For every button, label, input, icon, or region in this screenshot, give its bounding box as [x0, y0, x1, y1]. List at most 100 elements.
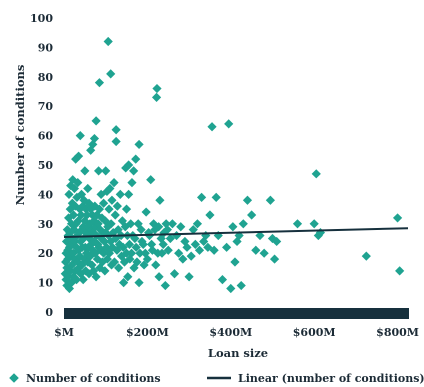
y-tick-label: 70 [38, 100, 54, 113]
data-point [62, 263, 72, 273]
data-point [151, 92, 162, 102]
data-point [61, 275, 71, 285]
legend-label-points: Number of conditions [26, 372, 161, 385]
data-point [91, 272, 101, 282]
data-point [182, 242, 192, 252]
data-point [111, 125, 121, 135]
data-point [129, 263, 139, 273]
x-tick-label: $200M [126, 326, 169, 339]
data-point [101, 166, 111, 176]
data-point [265, 195, 275, 205]
data-point [106, 219, 116, 229]
data-point [74, 263, 84, 273]
x-axis-title: Loan size [208, 346, 268, 360]
x-tick-label: $800M [376, 326, 419, 339]
data-point [152, 83, 162, 94]
data-point [139, 260, 149, 270]
data-point [131, 242, 141, 252]
data-point [176, 222, 186, 232]
data-point [76, 210, 86, 220]
y-tick-label: 0 [45, 306, 53, 319]
data-point [154, 272, 164, 282]
data-point [68, 248, 78, 258]
data-point [136, 225, 146, 235]
y-tick-label: 90 [38, 41, 54, 54]
data-point [315, 228, 326, 238]
data-point [107, 195, 117, 205]
data-point [313, 230, 323, 241]
data-point [84, 233, 95, 244]
data-point [126, 248, 137, 258]
data-point [68, 272, 79, 282]
data-point [64, 189, 74, 199]
data-point [259, 248, 269, 258]
data-point [75, 131, 85, 141]
data-point [162, 225, 173, 235]
data-point [110, 210, 120, 220]
data-point [134, 139, 144, 150]
data-point [97, 213, 107, 223]
data-point [105, 183, 115, 194]
data-point [155, 195, 165, 205]
data-point [111, 136, 121, 147]
data-point [238, 219, 248, 229]
data-point [61, 257, 71, 267]
data-point [131, 154, 141, 164]
y-tick-label: 80 [38, 71, 54, 84]
data-point [146, 175, 156, 185]
data-point [92, 254, 102, 264]
data-point [194, 245, 205, 255]
data-point [224, 119, 234, 129]
data-point [80, 166, 90, 176]
data-point [190, 239, 200, 249]
data-point [76, 269, 86, 279]
data-point [272, 236, 282, 247]
data-point [167, 219, 178, 229]
y-tick-label: 40 [38, 188, 54, 201]
x-tick-label: $400M [209, 326, 252, 339]
data-point [78, 275, 88, 285]
data-point [124, 239, 135, 249]
data-point [75, 251, 85, 261]
data-point [192, 219, 203, 229]
data-point [209, 245, 219, 255]
data-point [82, 210, 92, 220]
y-tick-label: 100 [30, 12, 53, 25]
data-point [292, 219, 303, 229]
data-point [94, 78, 105, 88]
data-point [70, 266, 80, 276]
data-point [138, 239, 148, 249]
legend-marker-points [9, 373, 19, 383]
data-point [228, 222, 238, 232]
data-point [217, 275, 228, 285]
data-points [60, 36, 405, 294]
data-point [68, 175, 78, 185]
data-point [115, 189, 125, 199]
data-point [81, 248, 92, 258]
data-point [100, 216, 110, 226]
data-point [309, 219, 319, 229]
data-point [392, 213, 403, 223]
data-point [109, 178, 119, 188]
data-point [158, 239, 168, 249]
data-point [77, 260, 87, 270]
data-point [247, 210, 257, 220]
x-tick-label: $600M [293, 326, 336, 339]
data-point [127, 178, 137, 188]
data-point [205, 210, 215, 220]
data-point [255, 230, 265, 241]
data-point [160, 280, 170, 291]
data-point [69, 183, 80, 194]
data-point [99, 198, 109, 208]
data-point [63, 272, 73, 282]
data-point [109, 257, 120, 267]
data-point [89, 216, 99, 226]
data-point [83, 183, 93, 194]
y-axis-title: Number of conditions [13, 65, 27, 206]
data-point [104, 204, 114, 214]
data-point [269, 254, 280, 264]
data-point [121, 204, 132, 214]
data-point [112, 201, 122, 211]
data-point [60, 269, 70, 279]
data-point [142, 254, 152, 264]
